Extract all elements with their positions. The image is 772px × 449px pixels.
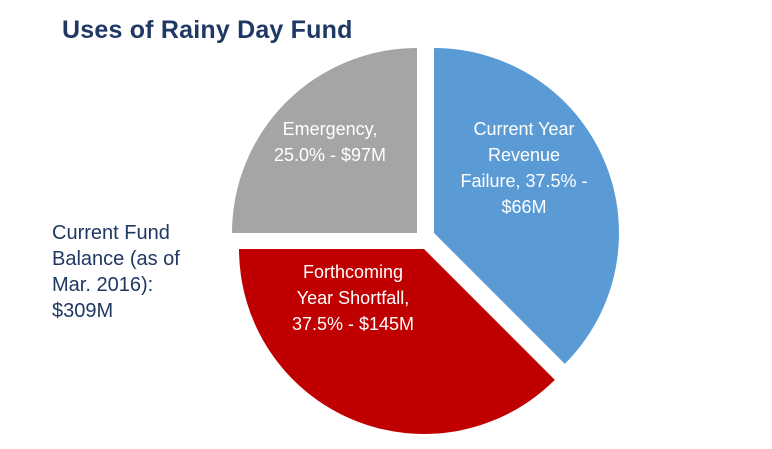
- pie-slice-2: [239, 249, 555, 435]
- slice-label-3-line-1: Emergency,: [283, 119, 378, 139]
- fund-balance-line-4: $309M: [52, 300, 114, 322]
- slice-label-2-line-1: Forthcoming: [303, 262, 403, 282]
- slice-label-2-line-3: 37.5% - $145M: [292, 314, 414, 334]
- chart-title: Uses of Rainy Day Fund: [62, 16, 353, 44]
- pie-slice-3: [232, 48, 417, 233]
- slice-label-2: Forthcoming Year Shortfall, 37.5% - $145M: [292, 262, 414, 334]
- fund-balance-line-2: Balance (as of: [52, 248, 180, 270]
- slice-label-3: Emergency, 25.0% - $97M: [274, 119, 386, 165]
- slice-label-1-line-4: $66M: [501, 197, 546, 217]
- fund-balance-line-3: Mar. 2016):: [52, 274, 154, 296]
- slice-label-3-line-2: 25.0% - $97M: [274, 145, 386, 165]
- pie-slice-1: [434, 48, 620, 364]
- fund-balance-line-1: Current Fund: [52, 222, 170, 244]
- slice-label-1-line-2: Revenue: [488, 145, 560, 165]
- slice-label-1-line-1: Current Year: [473, 119, 574, 139]
- slice-label-2-line-2: Year Shortfall,: [297, 288, 409, 308]
- slice-label-1: Current Year Revenue Failure, 37.5% - $66M: [460, 119, 587, 217]
- fund-balance-note: Current Fund Balance (as of Mar. 2016): …: [52, 220, 202, 324]
- slice-label-1-line-3: Failure, 37.5% -: [460, 171, 587, 191]
